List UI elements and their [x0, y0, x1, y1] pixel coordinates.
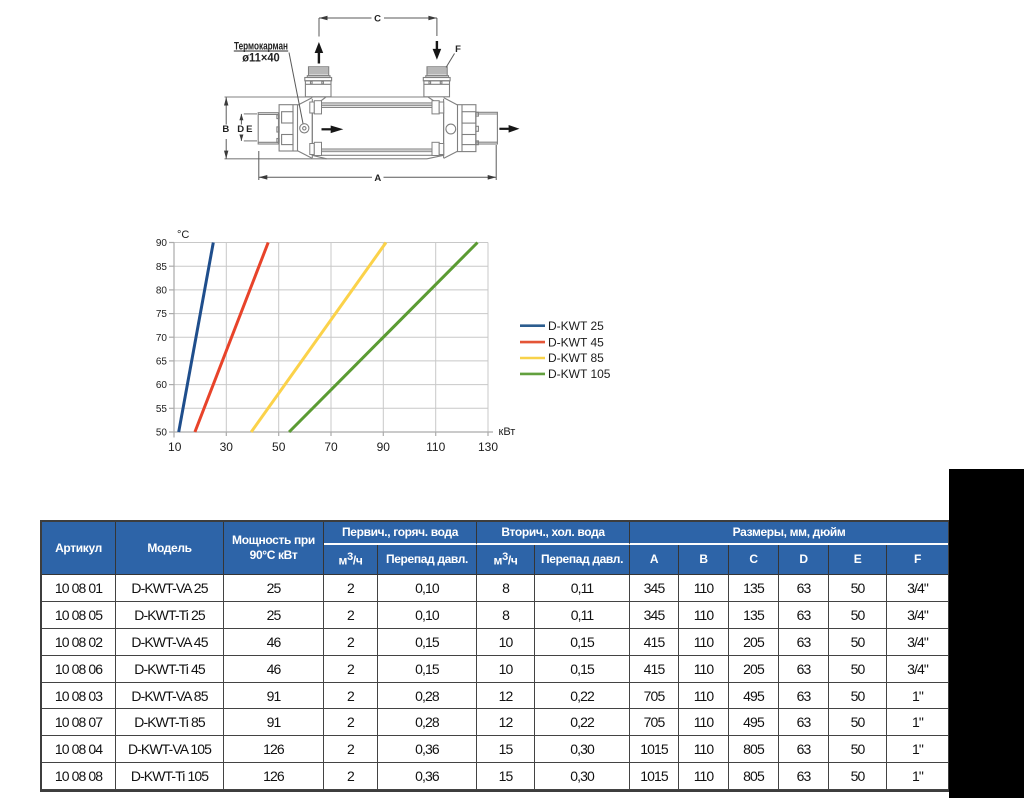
svg-text:90: 90 — [377, 440, 391, 454]
svg-text:D-KWT 105: D-KWT 105 — [548, 367, 611, 381]
svg-text:D-KWT 45: D-KWT 45 — [548, 335, 604, 349]
svg-text:Термокарман: Термокарман — [234, 41, 288, 53]
svg-text:60: 60 — [156, 380, 168, 391]
svg-text:85: 85 — [156, 262, 168, 273]
svg-text:50: 50 — [156, 428, 168, 439]
svg-text:ø11×40: ø11×40 — [242, 52, 280, 64]
svg-text:55: 55 — [156, 404, 168, 415]
svg-text:65: 65 — [156, 357, 168, 368]
svg-text:F: F — [455, 44, 461, 55]
svg-text:B: B — [222, 124, 229, 135]
svg-text:130: 130 — [478, 440, 498, 454]
svg-text:50: 50 — [272, 440, 286, 454]
svg-text:C: C — [374, 14, 381, 25]
svg-text:D-KWT 25: D-KWT 25 — [548, 319, 604, 333]
svg-text:A: A — [374, 173, 381, 184]
svg-text:75: 75 — [156, 309, 168, 320]
svg-text:90: 90 — [156, 238, 168, 249]
svg-text:кВт: кВт — [499, 426, 516, 438]
svg-text:80: 80 — [156, 286, 168, 297]
svg-text:110: 110 — [426, 440, 445, 454]
svg-text:D: D — [237, 124, 244, 135]
svg-text:10: 10 — [168, 440, 182, 454]
svg-text:E: E — [246, 124, 252, 135]
svg-text:°C: °C — [177, 229, 189, 241]
svg-text:30: 30 — [220, 440, 234, 454]
svg-text:70: 70 — [324, 440, 338, 454]
svg-text:D-KWT 85: D-KWT 85 — [548, 351, 604, 365]
svg-text:70: 70 — [156, 333, 168, 344]
